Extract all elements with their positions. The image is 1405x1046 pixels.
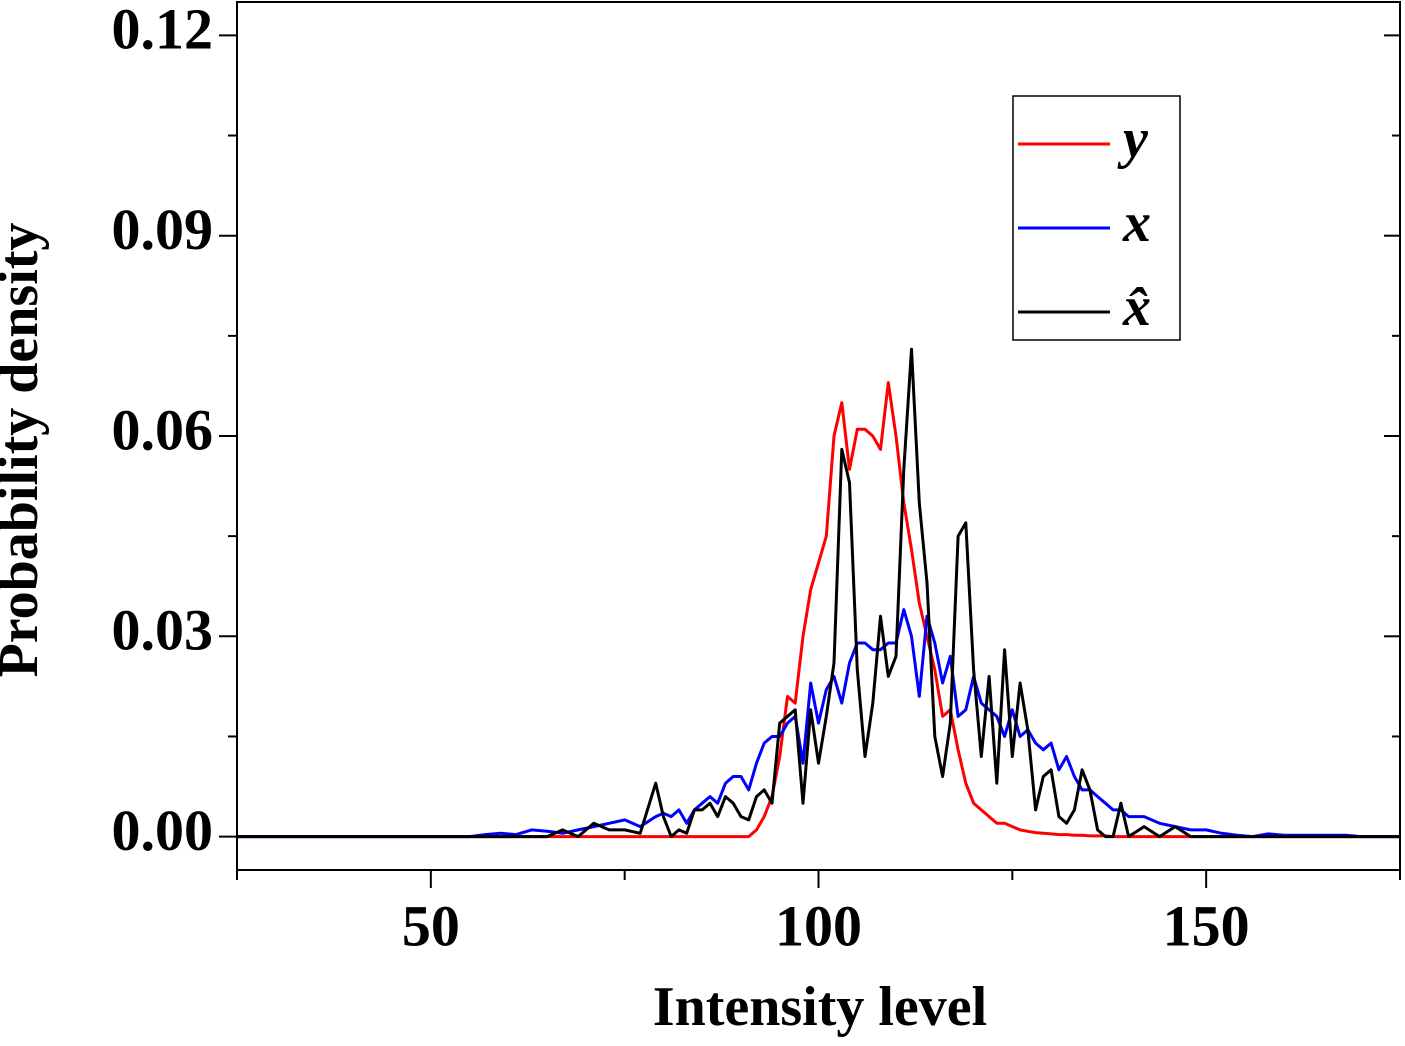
- y-tick-label: 0.03: [112, 598, 214, 663]
- series-line: [237, 381, 1400, 839]
- legend-label: x: [1122, 192, 1151, 254]
- legend-box: [1012, 95, 1181, 341]
- y-axis-title: Probability density: [0, 223, 50, 678]
- x-tick-label: 50: [402, 893, 460, 958]
- x-tick-label: 150: [1163, 893, 1250, 958]
- legend-label: x̂: [1122, 276, 1151, 338]
- series-line: [237, 347, 1400, 839]
- y-tick-label: 0.06: [112, 397, 214, 462]
- plot-frame: [236, 1, 1401, 871]
- x-tick-label: 100: [775, 893, 862, 958]
- legend-label: y: [1117, 108, 1149, 170]
- y-tick-label: 0.12: [112, 0, 214, 62]
- x-axis-title: Intensity level: [653, 976, 987, 1038]
- y-tick-label: 0.09: [112, 197, 214, 262]
- series-line: [237, 608, 1400, 839]
- y-tick-label: 0.00: [112, 798, 214, 863]
